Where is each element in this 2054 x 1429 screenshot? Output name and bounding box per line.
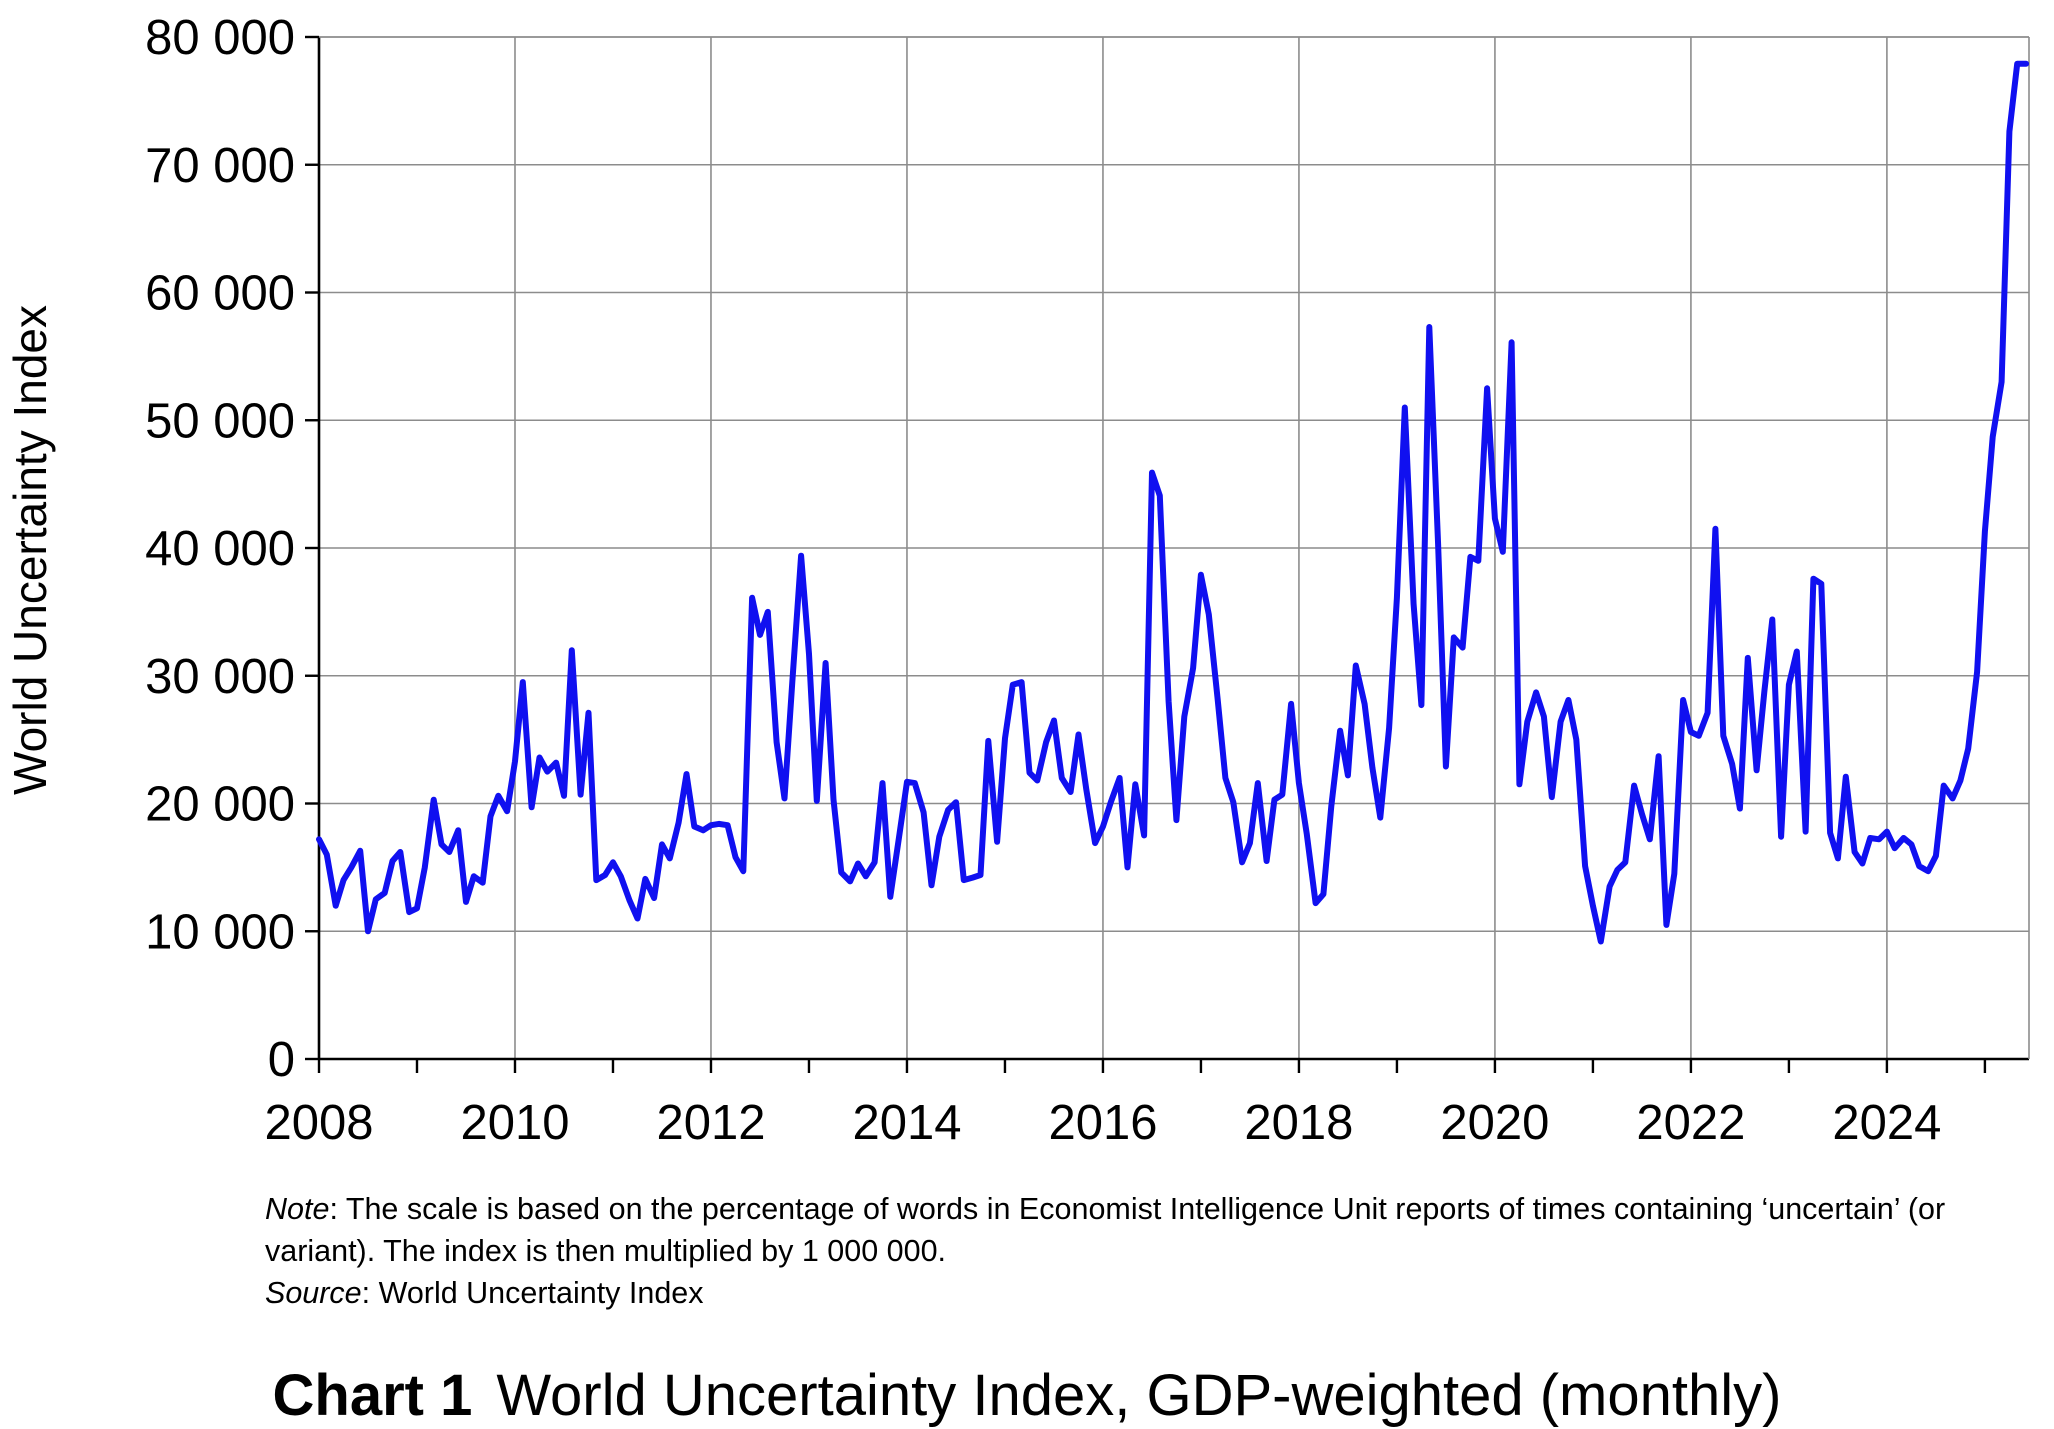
- note-label: Note: [265, 1192, 330, 1226]
- series-line: [316, 60, 2030, 945]
- source-text: : World Uncertainty Index: [361, 1276, 704, 1310]
- y-tick-labels: 0 10 000 20 000 30 000 40 000 50 000 60 000 70 …: [145, 11, 295, 1087]
- x-tick-label: 2012: [656, 1096, 765, 1150]
- y-axis-title: World Uncertainty Index: [4, 305, 56, 795]
- source-label: Source: [265, 1276, 362, 1310]
- note-paragraph: Note: The scale is based on the percenta…: [265, 1188, 2025, 1272]
- y-tick-label: 80 000: [145, 11, 295, 65]
- x-tick-label: 2016: [1048, 1096, 1157, 1150]
- grid-lines: [319, 36, 2029, 1059]
- x-tick-labels: 2008 2010 2012 2014 2016 2018 2020 2022 2024: [264, 1096, 1941, 1150]
- y-tick-label: 70 000: [145, 139, 295, 193]
- y-tick-label: 40 000: [145, 522, 295, 576]
- caption-text: World Uncertainty Index, GDP-weighted (m…: [496, 1363, 1782, 1428]
- x-tick-label: 2008: [264, 1096, 373, 1150]
- tick-marks: [305, 35, 1987, 1073]
- y-tick-label: 30 000: [145, 650, 295, 704]
- y-tick-label: 20 000: [145, 778, 295, 832]
- note-text: : The scale is based on the percentage o…: [265, 1192, 1946, 1268]
- chart-caption: Chart 1 World Uncertainty Index, GDP-weig…: [0, 1362, 2054, 1429]
- caption-number: Chart 1: [272, 1363, 473, 1428]
- series-layer: [316, 60, 2030, 945]
- x-tick-label: 2024: [1832, 1096, 1941, 1150]
- source-paragraph: Source: World Uncertainty Index: [265, 1272, 2025, 1314]
- chart-notes: Note: The scale is based on the percenta…: [265, 1188, 2025, 1314]
- y-tick-label: 0: [268, 1033, 295, 1087]
- x-tick-label: 2010: [460, 1096, 569, 1150]
- y-tick-label: 60 000: [145, 267, 295, 321]
- y-tick-label: 50 000: [145, 394, 295, 448]
- x-tick-label: 2018: [1244, 1096, 1353, 1150]
- y-tick-label: 10 000: [145, 905, 295, 959]
- x-tick-label: 2014: [852, 1096, 961, 1150]
- x-tick-label: 2022: [1636, 1096, 1745, 1150]
- x-tick-label: 2020: [1440, 1096, 1549, 1150]
